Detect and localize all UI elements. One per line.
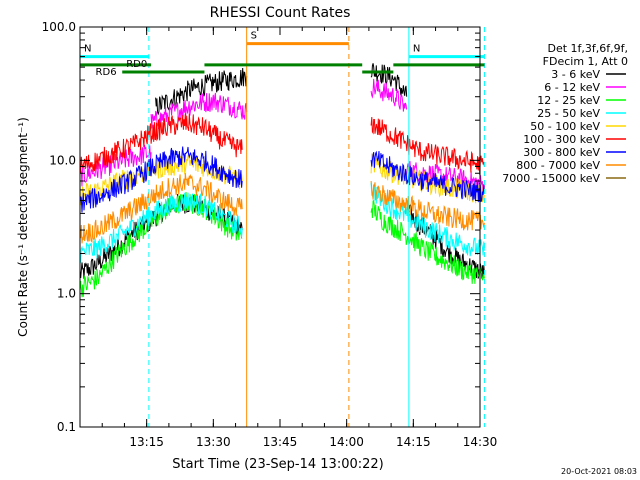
x-tick-label-3: 14:00 — [329, 435, 364, 449]
legend-label-800-7000-kev: 800 - 7000 keV — [516, 159, 600, 172]
footer-timestamp: 20-Oct-2021 08:03 — [561, 467, 637, 476]
flag-label-rd6: RD6 — [96, 67, 117, 78]
series-300-800-kev-segment-0 — [79, 146, 243, 213]
y-tick-label-0: 0.1 — [57, 420, 76, 434]
series-25-50-kev-segment-1 — [370, 182, 485, 257]
legend-label-300-800-kev: 300 - 800 keV — [523, 146, 600, 159]
legend-label-50-100-kev: 50 - 100 keV — [530, 120, 600, 133]
legend-header-1: FDecim 1, Att 0 — [543, 55, 628, 68]
x-tick-label-4: 14:15 — [396, 435, 431, 449]
y-axis-label: Count Rate (s⁻¹ detector segment⁻¹) — [16, 117, 30, 337]
series-25-50-kev-segment-0 — [79, 192, 243, 264]
legend-label-100-300-kev: 100 - 300 keV — [523, 133, 600, 146]
series-800-7000-kev-segment-1 — [370, 180, 485, 231]
series-6-12-kev-segment-1 — [150, 92, 248, 130]
series-12-25-kev-segment-1 — [370, 199, 485, 284]
y-tick-label-1: 1.0 — [57, 287, 76, 301]
x-tick-label-0: 13:15 — [129, 435, 164, 449]
series-3-6-kev-segment-2 — [370, 63, 408, 97]
axis-layer: 0.1 1.0 10.0 100.0 13:15 13:30 13:45 14:00 14:15… — [42, 20, 498, 449]
legend-label-6-12-kev: 6 - 12 keV — [544, 81, 600, 94]
legend-label-7000-15000-kev: 7000 - 15000 keV — [502, 172, 600, 185]
series-100-300-kev-segment-1 — [370, 116, 485, 175]
data-layer — [79, 63, 485, 298]
x-tick-label-2: 13:45 — [263, 435, 298, 449]
series-800-7000-kev-segment-0 — [79, 173, 243, 244]
x-tick-label-1: 13:30 — [196, 435, 231, 449]
series-3-6-kev-segment-3 — [406, 204, 485, 279]
x-tick-label-5: 14:30 — [463, 435, 498, 449]
series-6-12-kev-segment-2 — [370, 78, 408, 112]
series-50-100-kev-segment-0 — [79, 153, 243, 206]
x-axis-label: Start Time (23-Sep-14 13:00:22) — [172, 457, 383, 472]
flag-label-s: S — [251, 31, 257, 42]
legend-label-25-50-kev: 25 - 50 keV — [537, 107, 600, 120]
legend-label-3-6-kev: 3 - 6 keV — [551, 68, 600, 81]
legend-header-0: Det 1f,3f,6f,9f, — [547, 42, 628, 55]
series-100-300-kev-segment-0 — [79, 113, 243, 173]
y-tick-label-3: 100.0 — [42, 20, 76, 34]
flag-label-n: N — [84, 44, 91, 55]
legend: Det 1f,3f,6f,9f,FDecim 1, Att 03 - 6 keV… — [502, 42, 628, 185]
y-tick-label-2: 10.0 — [49, 153, 76, 167]
series-300-800-kev-segment-1 — [370, 150, 485, 203]
legend-label-12-25-kev: 12 - 25 keV — [537, 94, 600, 107]
chart-title: RHESSI Count Rates — [210, 5, 351, 21]
flag-label-n: N — [413, 44, 420, 55]
series-3-6-kev-segment-1 — [155, 67, 248, 116]
flag-label-rd0: RD0 — [126, 59, 147, 70]
series-6-12-kev-segment-0 — [79, 144, 152, 187]
